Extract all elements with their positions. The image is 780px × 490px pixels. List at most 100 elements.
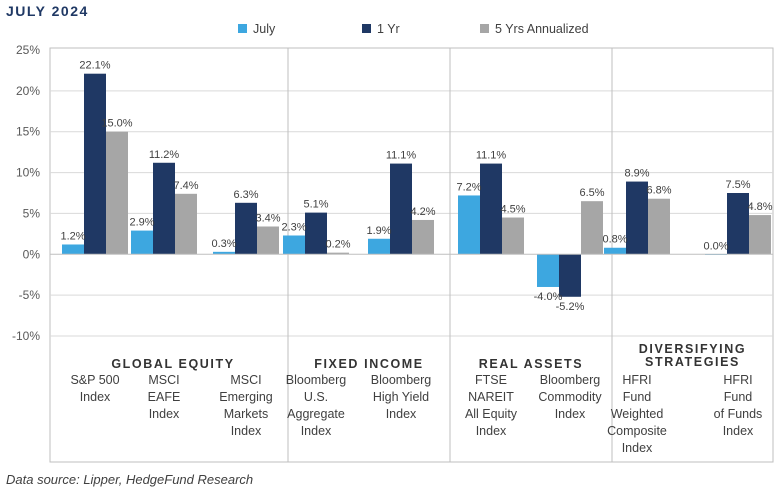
data-label: 11.2% (149, 149, 180, 161)
category-label: Markets (224, 407, 268, 421)
data-label: 4.2% (410, 206, 435, 218)
data-label: -4.0% (534, 291, 563, 303)
data-label: 5.1% (303, 199, 328, 211)
y-tick-label: -10% (12, 329, 40, 343)
bar (458, 195, 480, 255)
category-label: Bloomberg (371, 373, 431, 387)
data-label: 3.4% (255, 213, 280, 225)
data-label: 0.3% (211, 238, 236, 250)
bar (390, 163, 412, 255)
category-label: Bloomberg (540, 373, 600, 387)
bar (213, 251, 235, 255)
data-label: 11.1% (476, 150, 507, 162)
category-labels: S&P 500 Index MSCI EAFE Index MSCI Emerging Mar… (70, 373, 762, 455)
legend-swatch (362, 24, 371, 33)
category-label: MSCI (148, 373, 179, 387)
data-label: 2.3% (281, 221, 306, 233)
category-label: Index (386, 407, 417, 421)
y-tick-label: 20% (16, 84, 40, 98)
data-label: 4.8% (747, 201, 772, 213)
category-label: MSCI (230, 373, 261, 387)
data-label: 7.2% (456, 181, 481, 193)
data-label: 2.9% (129, 217, 154, 229)
legend-label: July (253, 22, 276, 36)
bar (412, 219, 434, 255)
data-label: 11.1% (386, 150, 417, 162)
bar (502, 217, 524, 255)
data-label: 8.9% (624, 168, 649, 180)
category-label: Index (231, 424, 262, 438)
legend: July 1 Yr 5 Yrs Annualized (238, 22, 589, 36)
bars (50, 73, 773, 297)
y-tick-label: 15% (16, 125, 40, 139)
category-label: Weighted (611, 407, 664, 421)
data-label: 22.1% (79, 60, 110, 72)
legend-label: 1 Yr (377, 22, 400, 36)
category-label: Index (555, 407, 586, 421)
bar (480, 163, 502, 255)
category-label: Fund (623, 390, 652, 404)
data-label: 0.0% (703, 240, 728, 252)
bar (106, 131, 128, 255)
bar (257, 226, 279, 255)
chart-title: JULY 2024 (6, 3, 89, 19)
data-label: 7.5% (725, 179, 750, 191)
category-label: All Equity (465, 407, 518, 421)
bar (305, 212, 327, 255)
group-title: STRATEGIES (645, 355, 740, 369)
bar (727, 193, 749, 255)
category-label: Emerging (219, 390, 273, 404)
bar (175, 193, 197, 255)
group-title: FIXED INCOME (314, 357, 423, 371)
bar (131, 230, 153, 255)
group-titles: GLOBAL EQUITY FIXED INCOME REAL ASSETS DIVE… (111, 342, 746, 371)
category-label: Index (301, 424, 332, 438)
category-label: S&P 500 (70, 373, 119, 387)
category-label: Index (80, 390, 111, 404)
bar (604, 247, 626, 255)
data-label: 7.4% (173, 180, 198, 192)
data-label: 0.8% (602, 234, 627, 246)
category-label: Composite (607, 424, 667, 438)
source-note: Data source: Lipper, HedgeFund Research (6, 472, 253, 487)
category-label: Aggregate (287, 407, 345, 421)
bar (537, 254, 559, 287)
category-label: of Funds (714, 407, 763, 421)
group-title: GLOBAL EQUITY (111, 357, 234, 371)
legend-label: 5 Yrs Annualized (495, 22, 589, 36)
data-label: 1.9% (366, 225, 391, 237)
category-label: EAFE (148, 390, 181, 404)
category-label: Bloomberg (286, 373, 346, 387)
data-label: 0.2% (325, 239, 350, 251)
bar (235, 202, 257, 255)
bar (283, 235, 305, 255)
bar (327, 252, 349, 255)
bar (749, 215, 771, 255)
data-label: 4.5% (500, 204, 525, 216)
y-tick-label: 10% (16, 166, 40, 180)
bar (62, 244, 84, 255)
y-tick-label: 5% (23, 206, 41, 220)
bar (559, 254, 581, 297)
bar (153, 162, 175, 255)
category-label: Index (723, 424, 754, 438)
data-label: 6.3% (233, 189, 258, 201)
data-label: 6.5% (579, 187, 604, 199)
category-label: Commodity (538, 390, 602, 404)
group-title: REAL ASSETS (479, 357, 583, 371)
bar (581, 201, 603, 255)
data-labels: 1.2% 22.1% 15.0% 2.9% 11.2% 7.4% 0.3% 6.3% 3.4%2… (60, 60, 772, 313)
y-tick-label: 25% (16, 43, 40, 57)
group-title: DIVERSIFYING (639, 342, 746, 356)
y-tick-label: -5% (19, 288, 41, 302)
group-separators (287, 48, 613, 462)
category-label: HFRI (723, 373, 752, 387)
category-label: Index (476, 424, 507, 438)
bar (648, 198, 670, 255)
bar (368, 238, 390, 255)
category-label: U.S. (304, 390, 328, 404)
y-tick-label: 0% (23, 247, 41, 261)
category-label: NAREIT (468, 390, 514, 404)
plot-frame (49, 47, 774, 463)
